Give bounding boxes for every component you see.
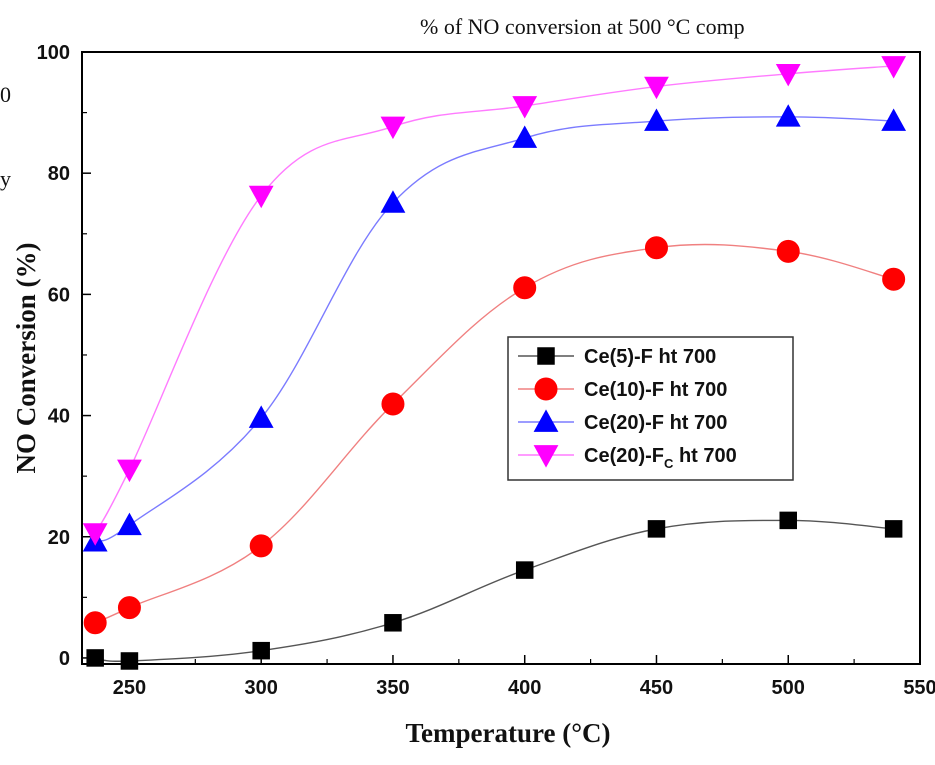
- x-tick-label: 500: [772, 677, 805, 699]
- data-point: [775, 104, 801, 127]
- legend-label: Ce(20)-F ht 700: [584, 412, 727, 434]
- legend-marker: [537, 347, 555, 365]
- data-point: [381, 392, 405, 416]
- background-text-left-2: y: [0, 166, 11, 191]
- y-tick-label: 100: [37, 42, 70, 64]
- legend-entry: Ce(10)-F ht 700: [518, 377, 727, 401]
- data-point: [248, 185, 274, 209]
- background-text-top: % of NO conversion at 500 °C comp: [420, 14, 745, 39]
- x-tick-label: 350: [376, 677, 409, 699]
- legend-label: Ce(5)-F ht 700: [584, 346, 716, 368]
- legend-entry: Ce(20)-FC ht 700: [518, 445, 737, 471]
- data-point: [882, 267, 906, 291]
- legend-marker: [533, 409, 559, 432]
- background-text-left-1: 0: [0, 82, 11, 107]
- series-layer: [82, 56, 907, 670]
- x-tick-label: 550: [903, 677, 935, 699]
- x-tick-label: 400: [508, 677, 541, 699]
- legend-label: Ce(20)-FC ht 700: [584, 445, 737, 471]
- y-axis-title: NO Conversion (%): [11, 243, 41, 474]
- series-line: [94, 243, 894, 624]
- data-point: [884, 520, 903, 538]
- legend-box: [507, 336, 794, 481]
- series-line: [95, 519, 894, 662]
- data-point: [644, 108, 669, 131]
- data-point: [120, 652, 139, 670]
- legend-label: Ce(10)-F ht 700: [584, 379, 727, 401]
- legend-label-main: Ce(20)-F: [584, 445, 664, 467]
- legend-label-tail: ht 700: [673, 445, 736, 467]
- data-point: [252, 641, 270, 660]
- series-line: [94, 116, 894, 543]
- y-tick-label: 20: [48, 527, 70, 549]
- data-point: [775, 63, 801, 87]
- series-3: [82, 104, 907, 552]
- series-1: [86, 511, 903, 670]
- data-point: [117, 512, 142, 536]
- data-point: [776, 239, 800, 263]
- x-tick-label: 250: [113, 677, 146, 699]
- data-point: [779, 511, 797, 530]
- legend-entry: Ce(20)-F ht 700: [518, 409, 727, 434]
- data-point: [83, 611, 107, 635]
- series-4: [82, 56, 907, 546]
- data-point: [647, 520, 666, 538]
- data-point: [512, 96, 538, 119]
- data-point: [512, 125, 538, 148]
- data-point: [515, 561, 534, 579]
- series-line: [94, 65, 894, 534]
- legend-label-subscript: C: [664, 456, 674, 471]
- y-tick-label: 60: [48, 284, 70, 306]
- data-point: [249, 534, 273, 558]
- data-point: [248, 405, 274, 428]
- data-point: [117, 596, 141, 620]
- legend: Ce(5)-F ht 700 Ce(10)-F ht 700 Ce(20)-F ht…: [507, 336, 794, 481]
- data-point: [881, 108, 907, 131]
- x-tick-label: 450: [640, 677, 673, 699]
- data-point: [513, 276, 537, 300]
- y-tick-label: 80: [48, 163, 70, 185]
- legend-label-main: Ce(10)-F ht 700: [584, 379, 727, 401]
- legend-entry: Ce(5)-F ht 700: [518, 346, 716, 368]
- legend-marker: [534, 377, 558, 401]
- legend-marker: [533, 445, 559, 468]
- data-point: [881, 56, 907, 79]
- axes: 250 300 350 400 450 500 550 0 20 40 60 80 100: [37, 42, 935, 699]
- legend-label-main: Ce(20)-F ht 700: [584, 412, 727, 434]
- x-axis-title: Temperature (°C): [405, 718, 610, 748]
- data-point: [644, 76, 669, 100]
- data-point: [380, 116, 406, 140]
- data-point: [384, 614, 402, 632]
- y-tick-label: 0: [59, 648, 70, 670]
- x-tick-label: 300: [245, 677, 278, 699]
- data-point: [380, 190, 406, 213]
- data-point: [86, 649, 104, 667]
- plot-frame: [81, 51, 921, 665]
- data-point: [117, 459, 142, 483]
- data-point: [644, 236, 668, 260]
- y-tick-label: 40: [48, 406, 70, 428]
- legend-label-main: Ce(5)-F ht 700: [584, 346, 716, 368]
- data-point: [82, 523, 108, 546]
- series-2: [83, 236, 906, 635]
